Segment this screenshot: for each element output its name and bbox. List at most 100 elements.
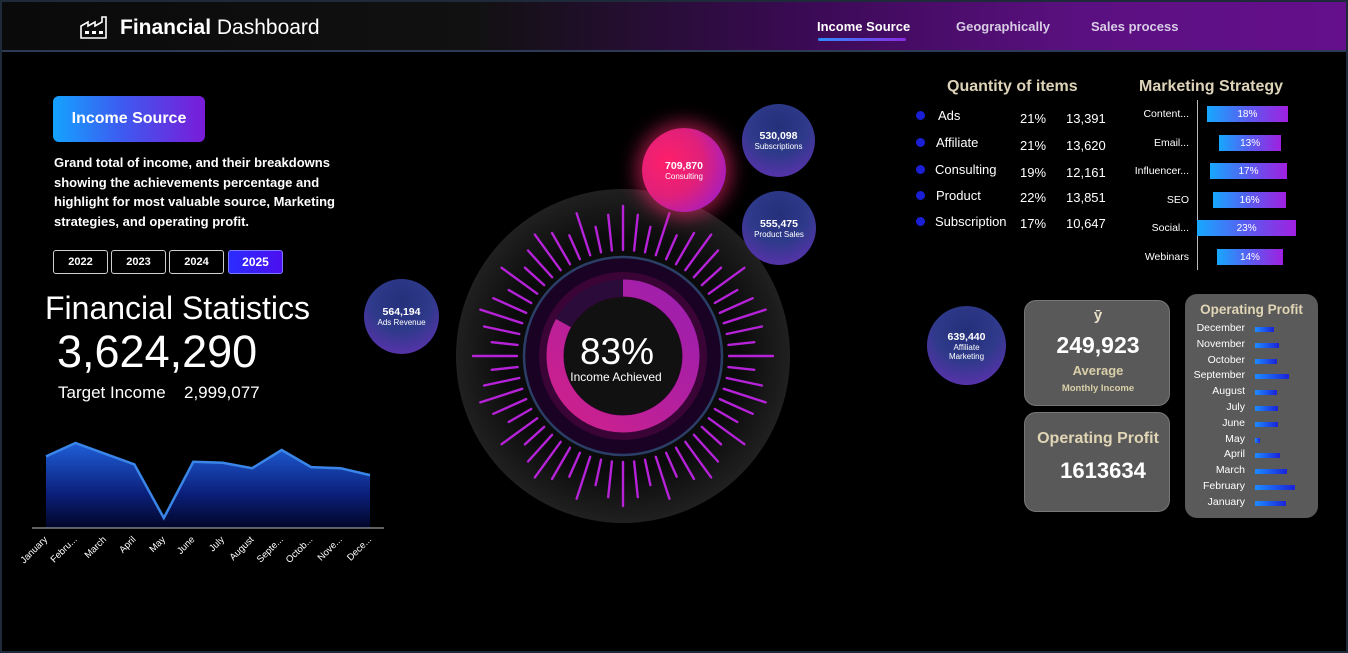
x-tick-label: August bbox=[228, 534, 257, 563]
operating-profit-month-bar bbox=[1255, 358, 1277, 364]
gauge-tick bbox=[643, 225, 652, 254]
quantity-value: 10,647 bbox=[1066, 216, 1106, 231]
quantity-pct: 21% bbox=[1020, 138, 1047, 153]
gauge-tick bbox=[707, 266, 746, 295]
gauge-tick bbox=[664, 234, 678, 261]
year-button-2024[interactable]: 2024 bbox=[169, 250, 224, 274]
tab-sales-process[interactable]: Sales process bbox=[1091, 19, 1179, 34]
operating-profit-month-bar bbox=[1255, 500, 1286, 506]
gauge-tick bbox=[606, 460, 614, 499]
operating-profit-month-bar bbox=[1255, 390, 1277, 396]
bubble-value: 555,475 bbox=[760, 217, 798, 230]
marketing-label: SEO bbox=[1166, 194, 1189, 206]
x-tick-label: Dece... bbox=[345, 534, 374, 563]
operating-profit-month-label: September bbox=[1193, 369, 1245, 382]
operating-profit-month-bar bbox=[1255, 327, 1274, 332]
income-source-button[interactable]: Income Source bbox=[53, 96, 205, 142]
operating-profit-month-bar bbox=[1255, 406, 1278, 411]
bubble-affiliate-marketing: 639,440 Affiliate Marketing bbox=[927, 306, 1006, 385]
bubble-label: Ads Revenue bbox=[377, 318, 426, 327]
quantity-name: Affiliate bbox=[936, 135, 979, 150]
marketing-axis bbox=[1197, 100, 1198, 270]
income-area bbox=[46, 443, 370, 528]
gauge-tick bbox=[700, 266, 723, 287]
marketing-label: Social... bbox=[1151, 222, 1189, 234]
quantity-value: 13,391 bbox=[1066, 111, 1106, 126]
gauge-tick bbox=[727, 365, 756, 372]
gauge-tick bbox=[507, 407, 533, 424]
quantity-pct: 17% bbox=[1020, 216, 1047, 231]
average-label: Average bbox=[1072, 363, 1124, 378]
gauge-tick bbox=[500, 417, 539, 446]
gauge-tick bbox=[490, 365, 519, 372]
gauge-tick bbox=[713, 288, 739, 305]
operating-profit-month-label: December bbox=[1196, 322, 1245, 334]
operating-profit-month-bar bbox=[1255, 485, 1295, 490]
income-line bbox=[45, 441, 371, 521]
year-button-2022[interactable]: 2022 bbox=[53, 250, 108, 274]
gauge-tick bbox=[707, 417, 746, 446]
gauge-tick bbox=[725, 325, 764, 336]
marketing-bar: 18% bbox=[1207, 106, 1288, 122]
gauge-tick bbox=[492, 397, 528, 416]
monthly-operating-profit-card: Operating Profit December November October… bbox=[1185, 294, 1318, 518]
gauge-label: Income Achieved bbox=[570, 370, 661, 384]
operating-profit-month-label: February bbox=[1202, 480, 1245, 492]
marketing-strategy-title: Marketing Strategy bbox=[1139, 78, 1284, 95]
financial-statistics-title: Financial Statistics bbox=[45, 290, 310, 326]
quantity-value: 13,851 bbox=[1066, 190, 1106, 205]
bubble-value: 709,870 bbox=[665, 159, 703, 172]
marketing-label: Webinars bbox=[1144, 251, 1189, 263]
bubble-subscriptions: 530,098 Subscriptions bbox=[742, 104, 815, 177]
gauge-tick bbox=[550, 446, 572, 481]
gauge-tick bbox=[684, 440, 713, 479]
gauge-tick bbox=[482, 325, 521, 336]
x-tick-label: January bbox=[18, 534, 50, 566]
operating-profit-month-label: May bbox=[1225, 432, 1245, 445]
gauge-tick bbox=[718, 397, 754, 416]
year-button-2023[interactable]: 2023 bbox=[111, 250, 166, 274]
quantity-pct: 21% bbox=[1020, 111, 1047, 126]
bubble-consulting: 709,870 Consulting bbox=[642, 128, 726, 212]
operating-profit-card: Operating Profit 1613634 bbox=[1024, 412, 1170, 512]
average-income-card: ȳ 249,923 Average Monthly Income bbox=[1024, 300, 1170, 406]
gauge-tick bbox=[523, 266, 546, 287]
operating-profit-month-label: March bbox=[1215, 464, 1245, 477]
bubble-value: 564,194 bbox=[382, 306, 421, 318]
quantity-value: 12,161 bbox=[1066, 165, 1106, 180]
gauge-tick bbox=[500, 266, 539, 295]
operating-profit-month-label: August bbox=[1212, 385, 1245, 398]
marketing-label: Influencer... bbox=[1134, 165, 1189, 177]
operating-profit-label: Operating Profit bbox=[1037, 430, 1159, 447]
gauge-tick bbox=[674, 231, 696, 266]
marketing-label: Content... bbox=[1143, 108, 1189, 120]
gauge-tick bbox=[674, 446, 696, 481]
bullet-icon bbox=[916, 191, 925, 200]
bullet-icon bbox=[916, 111, 925, 120]
year-button-2025[interactable]: 2025 bbox=[228, 250, 283, 274]
bubble-label: Product Sales bbox=[754, 229, 804, 239]
bullet-icon bbox=[916, 138, 925, 147]
gauge-tick bbox=[722, 387, 767, 404]
header-bar: Financial Dashboard Income Source Geogra… bbox=[2, 2, 1346, 52]
operating-profit-month-bar bbox=[1255, 453, 1280, 459]
operating-profit-month-bar bbox=[1255, 469, 1287, 475]
bubble-label: Affiliate bbox=[953, 342, 980, 352]
gauge-tick bbox=[575, 455, 592, 500]
bullet-icon bbox=[916, 165, 925, 174]
bubble-value: 530,098 bbox=[759, 130, 798, 142]
tab-income-source[interactable]: Income Source bbox=[817, 19, 911, 34]
gauge-tick bbox=[700, 425, 723, 446]
gauge-tick bbox=[692, 249, 720, 279]
gauge-tick bbox=[654, 455, 671, 500]
gauge-tick bbox=[526, 433, 554, 463]
operating-profit-month-label: November bbox=[1196, 337, 1245, 350]
gauge-tick bbox=[606, 213, 614, 252]
operating-profit-month-bar bbox=[1255, 374, 1289, 380]
operating-profit-month-label: June bbox=[1222, 416, 1245, 429]
x-tick-label: Septe... bbox=[255, 534, 286, 565]
marketing-bar: 16% bbox=[1213, 192, 1287, 208]
quantity-name: Consulting bbox=[935, 162, 997, 177]
tab-geographically[interactable]: Geographically bbox=[956, 19, 1050, 34]
app-title: Financial Dashboard bbox=[120, 16, 320, 39]
